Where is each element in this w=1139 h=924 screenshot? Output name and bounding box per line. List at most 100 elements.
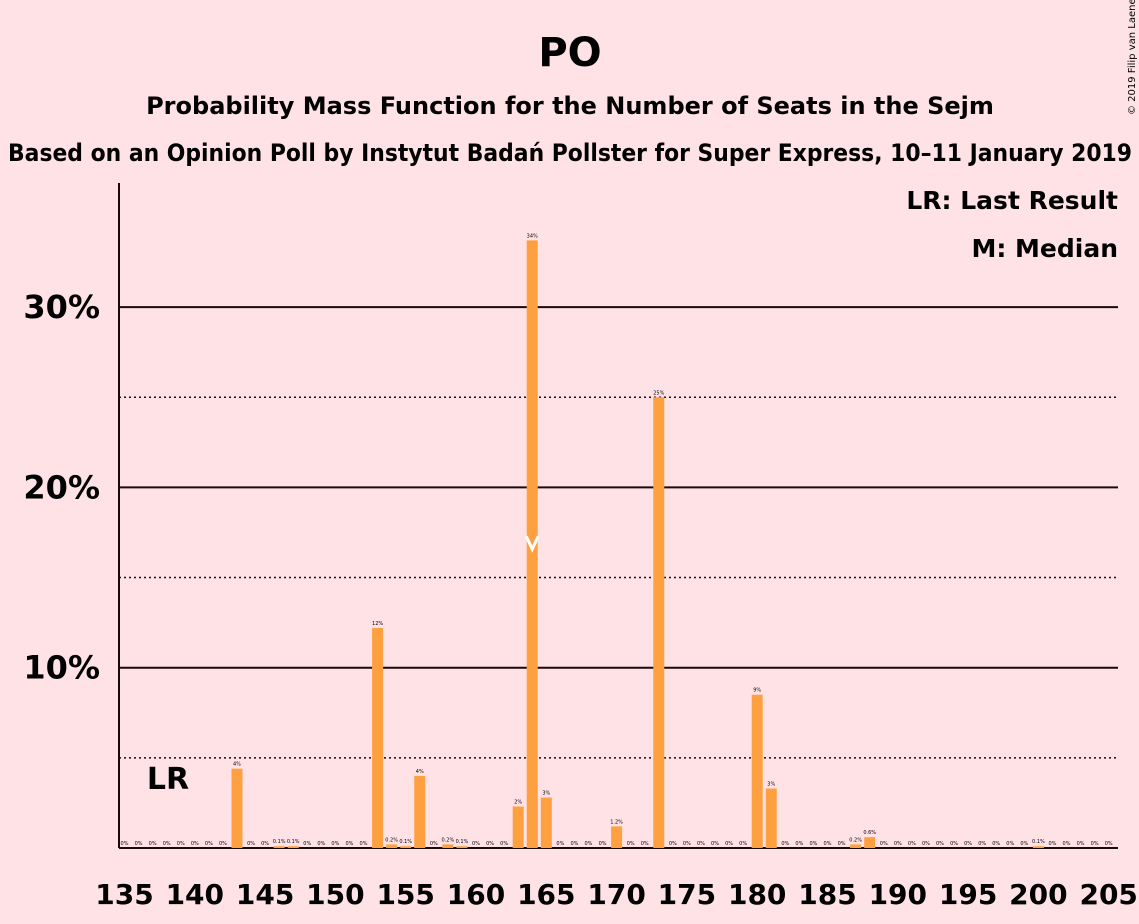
bar [231, 768, 243, 848]
bar-value-label: 0% [599, 841, 607, 847]
bar-value-label: 0% [556, 841, 564, 847]
bar [526, 240, 538, 849]
bar-value-label: 0% [177, 841, 185, 847]
bar-value-label: 0% [894, 841, 902, 847]
y-tick-label: 10% [23, 649, 100, 687]
chart-subtitle-2: Based on an Opinion Poll by Instytut Bad… [8, 139, 1132, 167]
chart-subtitle: Probability Mass Function for the Number… [146, 92, 994, 120]
y-ticks-layer: 10% 20% 30% [23, 288, 100, 687]
legend-median: M: Median [971, 234, 1118, 263]
bar-value-label: 0% [964, 841, 972, 847]
bar-value-label: 0% [1091, 841, 1099, 847]
bar-labels-layer: 0% 0% 0% 0% 0% 0% 0% 0%4%0% 0% 0.1% 0.1% 0% 0% 0% 0% 0%… [121, 233, 1113, 847]
bar-value-label: 0% [669, 841, 677, 847]
y-tick-label: 30% [23, 288, 100, 326]
x-tick-label: 200 [1009, 878, 1067, 911]
x-tick-label: 145 [236, 878, 294, 911]
x-tick-label: 165 [517, 878, 575, 911]
bar-value-label: 0% [500, 841, 508, 847]
x-tick-label: 160 [447, 878, 505, 911]
bar-value-label: 0% [641, 841, 649, 847]
bar-value-label: 0% [809, 841, 817, 847]
bar [1032, 846, 1044, 848]
bar-value-label: 2% [514, 800, 522, 806]
bar-value-label: 12% [372, 621, 383, 627]
bar-value-label: 0% [570, 841, 578, 847]
bar-value-label: 0.1% [1032, 839, 1045, 845]
bar-value-label: 0.1% [287, 839, 300, 845]
bar-value-label: 0% [331, 841, 339, 847]
bar [273, 846, 285, 848]
bar [653, 397, 665, 848]
bar-value-label: 0% [627, 841, 635, 847]
bar-value-label: 0% [950, 841, 958, 847]
bar-value-label: 0% [135, 841, 143, 847]
bar-value-label: 3% [542, 791, 550, 797]
copyright-notice: © 2019 Filip van Laenen [1127, 0, 1138, 115]
bar-value-label: 0% [824, 841, 832, 847]
median-layer [524, 535, 540, 553]
last-result-label: LR [147, 762, 189, 797]
bar-value-label: 34% [527, 233, 538, 239]
bar-value-label: 0% [936, 841, 944, 847]
bar-value-label: 0% [317, 841, 325, 847]
bar [442, 844, 454, 848]
bar-value-label: 0% [1006, 841, 1014, 847]
bar [372, 628, 384, 848]
bar [456, 846, 468, 848]
bar-value-label: 0% [149, 841, 157, 847]
bar-value-label: 0.2% [385, 837, 398, 843]
x-tick-label: 135 [95, 878, 153, 911]
bar-value-label: 0% [430, 841, 438, 847]
bar [414, 775, 426, 848]
bar-value-label: 0% [247, 841, 255, 847]
bar [765, 788, 777, 848]
bar-value-label: 0% [781, 841, 789, 847]
bar [751, 694, 763, 848]
bar-value-label: 0% [1077, 841, 1085, 847]
bar-value-label: 0% [303, 841, 311, 847]
bar [512, 806, 524, 848]
legend-last-result: LR: Last Result [906, 186, 1118, 215]
bar-value-label: 0% [1105, 841, 1113, 847]
bar-value-label: 0% [261, 841, 269, 847]
bar-value-label: 0.1% [273, 839, 286, 845]
x-tick-label: 205 [1079, 878, 1137, 911]
x-tick-label: 185 [798, 878, 856, 911]
bar-value-label: 0% [978, 841, 986, 847]
x-tick-label: 175 [658, 878, 716, 911]
bar-value-label: 0% [922, 841, 930, 847]
bar [287, 846, 299, 848]
bar-value-label: 0% [345, 841, 353, 847]
x-tick-label: 150 [306, 878, 364, 911]
bar-value-label: 0% [992, 841, 1000, 847]
bar-value-label: 0% [711, 841, 719, 847]
y-tick-label: 20% [23, 468, 100, 506]
bar-value-label: 0% [360, 841, 368, 847]
bar-value-label: 0% [1048, 841, 1056, 847]
bar-value-label: 0% [697, 841, 705, 847]
x-tick-label: 180 [728, 878, 786, 911]
x-tick-label: 195 [939, 878, 997, 911]
bar-value-label: 3% [767, 782, 775, 788]
x-tick-label: 140 [166, 878, 224, 911]
bar [540, 797, 552, 848]
bar-value-label: 0% [585, 841, 593, 847]
bar-value-label: 0% [1020, 841, 1028, 847]
bar-value-label: 4% [233, 762, 241, 768]
bar [611, 826, 623, 848]
bar-value-label: 0% [795, 841, 803, 847]
bar-value-label: 25% [653, 390, 664, 396]
grid-layer [119, 306, 1118, 849]
chart-title: PO [538, 30, 601, 76]
x-tick-label: 155 [376, 878, 434, 911]
bar-value-label: 0.1% [399, 839, 412, 845]
bar-value-label: 0% [472, 841, 480, 847]
x-tick-label: 170 [587, 878, 645, 911]
bar-value-label: 0% [739, 841, 747, 847]
bar-value-label: 0% [205, 841, 213, 847]
bar-value-label: 0% [908, 841, 916, 847]
bar-value-label: 0% [121, 841, 129, 847]
x-ticks-layer: 135 140 145 150 155 160 165 170 175 180 185 190 195 2… [95, 878, 1138, 911]
